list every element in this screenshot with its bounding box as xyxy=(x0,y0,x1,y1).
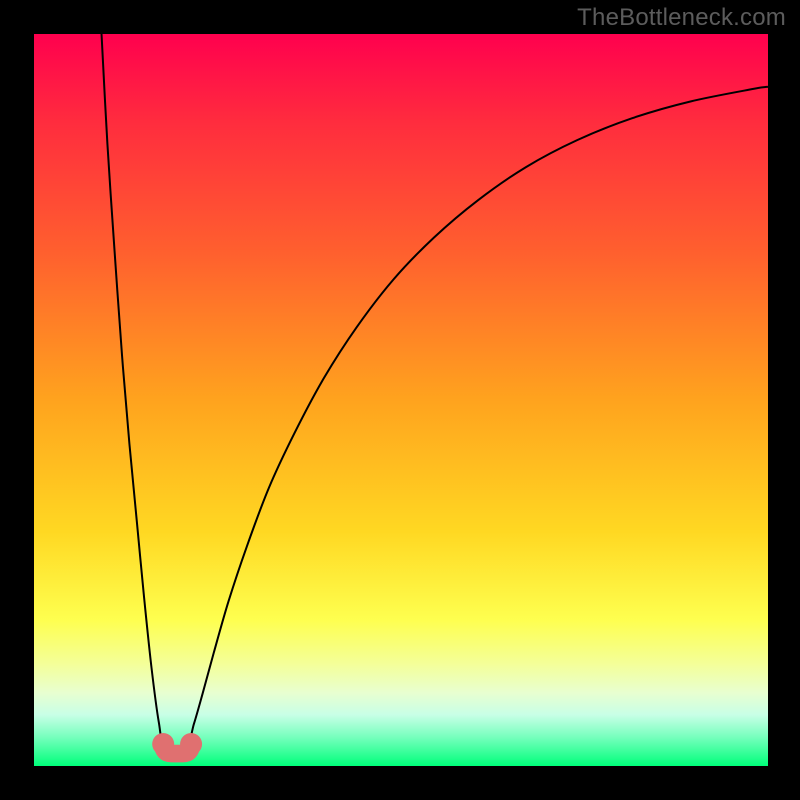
optimal-marker-2 xyxy=(180,733,202,755)
bottleneck-chart xyxy=(34,34,768,766)
site-watermark: TheBottleneck.com xyxy=(577,4,786,32)
optimal-marker-1 xyxy=(152,733,174,755)
chart-background-gradient xyxy=(34,34,768,766)
chart-frame xyxy=(34,34,768,766)
